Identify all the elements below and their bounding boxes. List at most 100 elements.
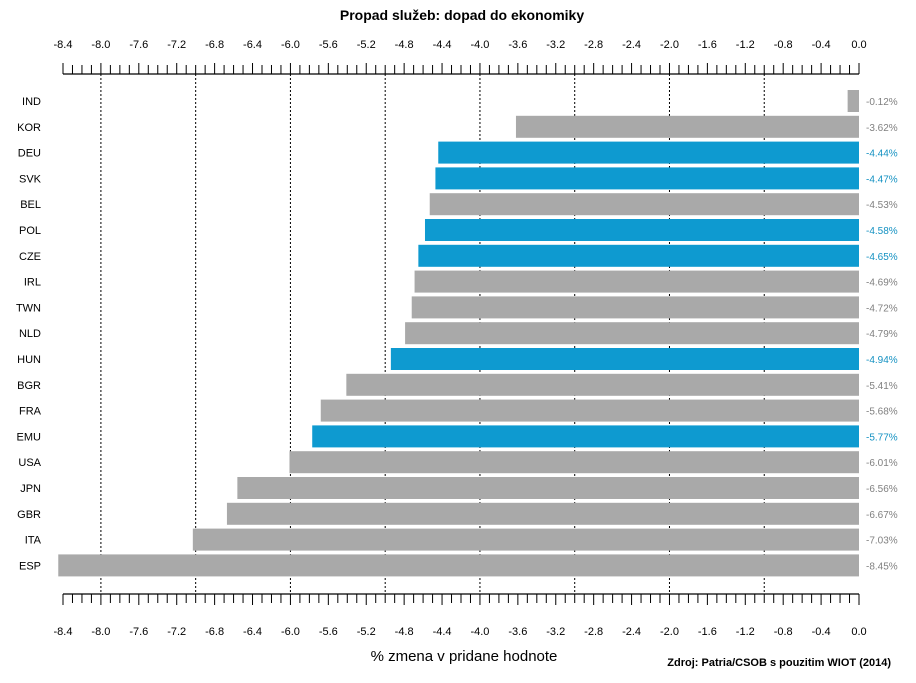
data-label: -8.45% (866, 561, 898, 572)
data-label: -4.53% (866, 200, 898, 211)
tick-label: -6.4 (243, 626, 262, 638)
bar-ind (847, 90, 859, 112)
chart-title: Propad služeb: dopad do ekonomiky (340, 7, 584, 23)
data-label: -3.62% (866, 123, 898, 134)
bar-esp (58, 554, 860, 577)
tick-label: -0.4 (812, 626, 831, 638)
tick-label: -0.8 (774, 39, 793, 51)
category-label: FRA (19, 406, 42, 418)
tick-label: -7.2 (167, 39, 186, 51)
bar-nld (405, 322, 859, 345)
category-label: SVK (19, 173, 42, 185)
category-label: ESP (19, 560, 41, 572)
data-label: -5.77% (866, 432, 898, 443)
data-label: -4.69% (866, 278, 898, 289)
tick-label: -2.4 (622, 626, 641, 638)
tick-label: -1.6 (698, 626, 717, 638)
bar-bel (429, 193, 859, 216)
category-label: KOR (17, 122, 41, 134)
category-label: JPN (20, 483, 41, 495)
tick-label: 0.0 (851, 39, 866, 51)
category-label: NLD (19, 328, 41, 340)
bar-deu (438, 141, 859, 164)
x-axis-bottom: -8.4 -8.0 -7.6 -7.2 -6.8 -6.4 -6.0 -5.6 -5.2 -4.8… (54, 593, 867, 638)
data-label: -5.68% (866, 407, 898, 418)
category-label: POL (19, 225, 41, 237)
category-label: TWN (16, 302, 41, 314)
tick-label: -8.4 (54, 626, 73, 638)
tick-label: -1.6 (698, 39, 717, 51)
tick-label: -5.6 (319, 626, 338, 638)
tick-label: -7.6 (129, 626, 148, 638)
tick-label: -3.6 (508, 626, 527, 638)
tick-label: -4.4 (433, 626, 452, 638)
category-label: USA (18, 457, 41, 469)
category-label: CZE (19, 251, 41, 263)
tick-label: -2.0 (660, 39, 679, 51)
tick-label: -8.0 (91, 626, 110, 638)
category-label: ITA (25, 535, 42, 547)
bar-kor (515, 115, 859, 138)
data-label: -5.41% (866, 381, 898, 392)
data-labels: -0.12% -3.62% -4.44% -4.47% -4.53% -4.58% -4.6… (866, 97, 898, 572)
tick-label: -5.2 (357, 626, 376, 638)
bar-gbr (226, 502, 859, 525)
tick-label: -3.2 (546, 626, 565, 638)
category-label: DEU (18, 148, 41, 160)
tick-label: -2.4 (622, 39, 641, 51)
category-labels: IND KOR DEU SVK BEL POL CZE IRL TWN NLD HUN BGR FRA E… (16, 96, 42, 572)
data-label: -6.56% (866, 484, 898, 495)
category-label: BEL (20, 199, 41, 211)
data-label: -4.72% (866, 303, 898, 314)
bar-fra (320, 399, 859, 422)
tick-label: -5.6 (319, 39, 338, 51)
bar-usa (289, 451, 859, 474)
tick-label: -8.4 (54, 39, 73, 51)
tick-label: -1.2 (736, 39, 755, 51)
bar-cze (418, 244, 859, 267)
tick-label: -4.0 (470, 39, 489, 51)
data-label: -4.79% (866, 329, 898, 340)
tick-label: -4.4 (433, 39, 452, 51)
tick-label: -6.0 (281, 626, 300, 638)
data-label: -4.65% (866, 252, 898, 263)
tick-label: 0.0 (851, 626, 866, 638)
tick-label: -3.6 (508, 39, 527, 51)
data-label: -4.58% (866, 226, 898, 237)
bar-irl (414, 270, 859, 293)
bar-bgr (346, 373, 859, 396)
tick-label: -0.4 (812, 39, 831, 51)
category-label: EMU (17, 431, 42, 443)
data-label: -7.03% (866, 536, 898, 547)
tick-label: -7.6 (129, 39, 148, 51)
tick-label: -2.0 (660, 626, 679, 638)
tick-label: -6.4 (243, 39, 262, 51)
bar-ita (192, 528, 860, 551)
tick-label: -4.8 (395, 39, 414, 51)
data-label: -0.12% (866, 97, 898, 108)
data-label: -6.67% (866, 510, 898, 521)
data-label: -4.44% (866, 149, 898, 160)
tick-label: -0.8 (774, 626, 793, 638)
data-label: -4.47% (866, 174, 898, 185)
tick-label: -6.8 (205, 626, 224, 638)
x-axis-label: % zmena v pridane hodnote (371, 648, 558, 665)
tick-label: -1.2 (736, 626, 755, 638)
tick-label: -6.0 (281, 39, 300, 51)
category-label: HUN (17, 354, 41, 366)
tick-label: -8.0 (91, 39, 110, 51)
tick-label: -2.8 (584, 39, 603, 51)
bar-svk (435, 167, 859, 190)
category-label: IRL (24, 277, 41, 289)
bar-twn (411, 296, 859, 319)
x-axis-top: -8.4 -8.0 -7.6 -7.2 -6.8 -6.4 -6.0 -5.6 -5.2 -4.8… (54, 39, 867, 75)
category-label: IND (22, 96, 41, 108)
bar-pol (424, 219, 859, 241)
category-label: GBR (17, 509, 41, 521)
tick-label: -7.2 (167, 626, 186, 638)
bar-jpn (237, 477, 859, 499)
bar-emu (312, 425, 859, 448)
data-label: -6.01% (866, 458, 898, 469)
tick-label: -2.8 (584, 626, 603, 638)
